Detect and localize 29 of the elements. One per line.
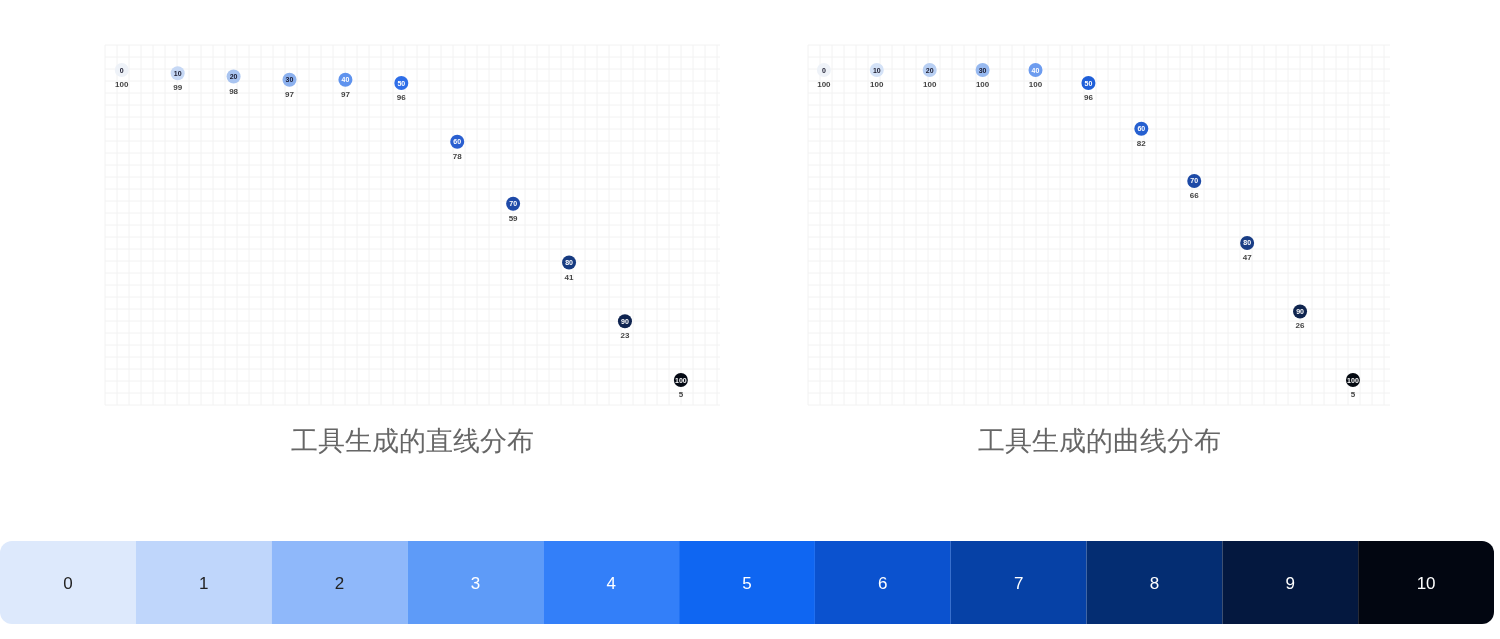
data-label: 96 — [396, 93, 407, 103]
data-label: 78 — [452, 151, 463, 161]
data-label: 99 — [173, 83, 183, 93]
data-label: 26 — [1295, 321, 1306, 331]
x-tick-label: 8 — [1149, 573, 1160, 593]
data-label: 5 — [678, 390, 684, 399]
text: 工具生成的直线分布 — [291, 426, 534, 456]
data-label: 82 — [1136, 138, 1147, 148]
data-label: 97 — [340, 89, 351, 99]
x-tick-label: 3 — [470, 573, 481, 593]
data-label: 98 — [229, 86, 239, 96]
x-tick-label: 0 — [63, 573, 73, 593]
text: 工具生成的曲线分布 — [977, 426, 1221, 456]
data-label: 47 — [1242, 252, 1253, 262]
x-tick-label: 2 — [334, 573, 345, 593]
data-label: 41 — [564, 272, 575, 282]
data-label: 23 — [620, 331, 630, 341]
x-tick-label: 7 — [1013, 573, 1024, 593]
x-tick-label: 9 — [1285, 573, 1296, 593]
data-label: 66 — [1189, 190, 1200, 200]
x-tick-label: 10 — [1416, 573, 1436, 593]
x-tick-label: 5 — [742, 573, 752, 593]
data-label: 59 — [508, 213, 519, 223]
data-label: 5 — [1350, 390, 1356, 399]
x-tick-label: 6 — [878, 573, 888, 593]
data-label: 97 — [285, 89, 295, 99]
x-tick-label: 1 — [198, 573, 209, 593]
data-label: 96 — [1083, 93, 1094, 103]
x-tick-label: 4 — [606, 573, 616, 593]
